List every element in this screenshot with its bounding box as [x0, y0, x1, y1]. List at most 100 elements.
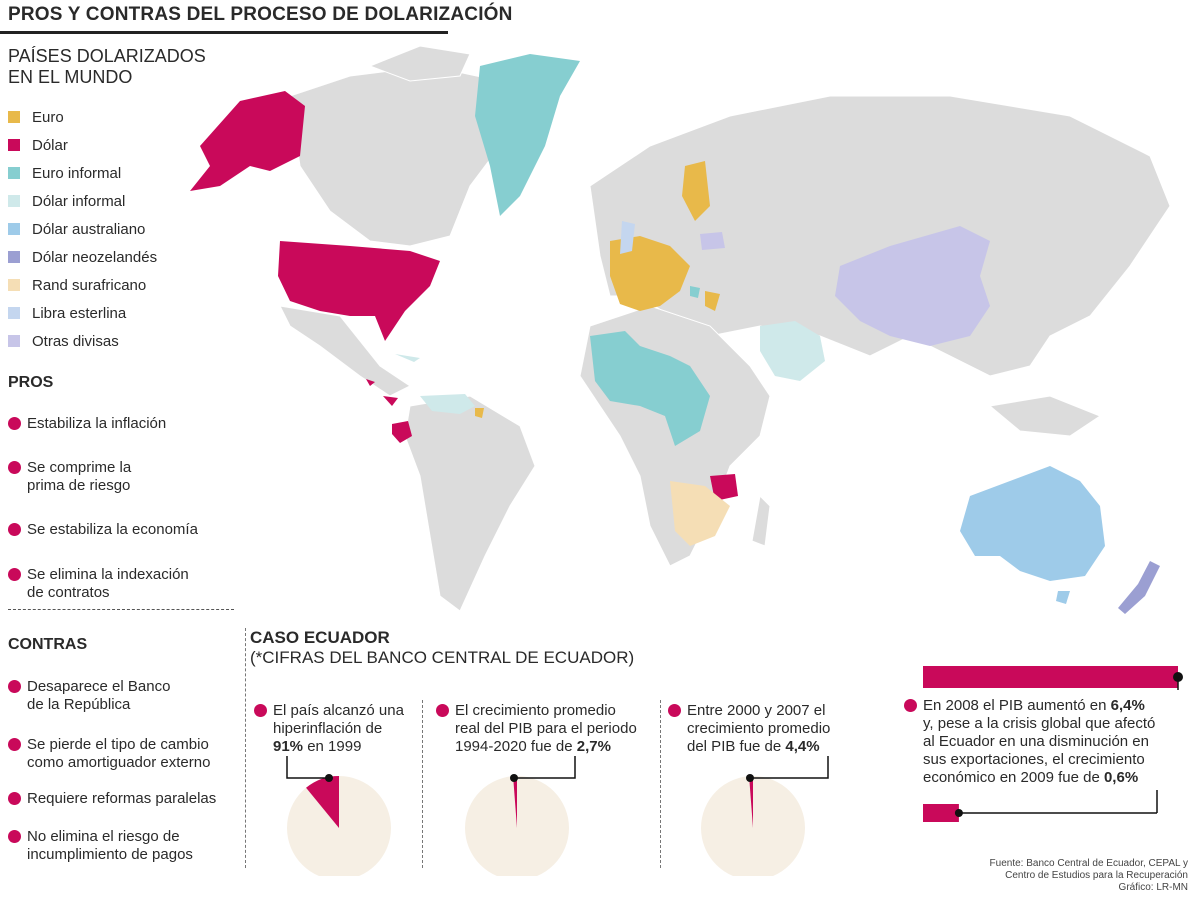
- map-ecuador: [392, 421, 412, 443]
- legend-item-rand: Rand surafricano: [8, 271, 157, 299]
- vertical-divider: [660, 700, 661, 868]
- land-base: [279, 45, 1171, 612]
- map-subtitle: PAÍSES DOLARIZADOS EN EL MUNDO: [8, 46, 248, 88]
- legend-swatch: [8, 223, 20, 235]
- pros-list: Estabiliza la inflación Se comprime la pr…: [8, 415, 248, 605]
- legend-item-dolar: Dólar: [8, 131, 157, 159]
- map-greece: [705, 291, 720, 311]
- legend-label: Euro: [32, 108, 64, 126]
- bullet-dot: [8, 738, 21, 751]
- bullet-dot: [904, 699, 917, 712]
- legend-swatch: [8, 195, 20, 207]
- contras-list: Desaparece el Banco de la República Se pi…: [8, 678, 248, 868]
- map-venezuela: [420, 394, 475, 414]
- map-arctic-islands: [368, 45, 471, 82]
- map-uk: [620, 221, 635, 254]
- bar-2009: [923, 804, 959, 822]
- world-map: [190, 45, 1171, 614]
- map-west-africa: [590, 331, 710, 446]
- map-caribbean: [395, 354, 420, 362]
- bullet-dot: [8, 792, 21, 805]
- legend-label: Rand surafricano: [32, 276, 147, 294]
- bullet-dot: [254, 704, 267, 717]
- legend-swatch: [8, 335, 20, 347]
- map-belarus: [700, 232, 725, 250]
- case-title: CASO ECUADOR: [250, 628, 390, 647]
- contras-heading: CONTRAS: [8, 636, 88, 653]
- pie-slice: [513, 776, 517, 828]
- map-arabia: [760, 321, 825, 381]
- pie-slice: [306, 776, 339, 828]
- map-balkans: [690, 286, 700, 298]
- legend-item-euro-informal: Euro informal: [8, 159, 157, 187]
- legend-item-libra: Libra esterlina: [8, 299, 157, 327]
- legend-item-otras: Otras divisas: [8, 327, 157, 355]
- legend-label: Dólar informal: [32, 192, 126, 210]
- bullet-dot: [8, 461, 21, 474]
- legend-swatch: [8, 279, 20, 291]
- map-salvador: [366, 379, 375, 386]
- stat-crecimiento-1994: El crecimiento promedio real del PIB par…: [436, 702, 661, 756]
- map-alaska: [190, 91, 305, 191]
- legend-item-dolar-informal: Dólar informal: [8, 187, 157, 215]
- source-note: Fuente: Banco Central de Ecuador, CEPAL …: [989, 858, 1188, 893]
- legend-swatch: [8, 307, 20, 319]
- pros-item: Se estabiliza la economía: [8, 521, 248, 539]
- legend-swatch: [8, 111, 20, 123]
- map-australia: [960, 466, 1105, 581]
- map-greenland: [475, 54, 580, 216]
- pie-slice: [749, 776, 753, 828]
- pib-bars: [923, 666, 1183, 822]
- bullet-dot: [8, 568, 21, 581]
- map-sea-islands: [988, 395, 1102, 437]
- bullet-dot: [8, 830, 21, 843]
- bullet-dot: [436, 704, 449, 717]
- contras-item: Requiere reformas paralelas: [8, 790, 248, 808]
- pros-item: Estabiliza la inflación: [8, 415, 248, 433]
- stat-hiperinflacion: El país alcanzó una hiperinflación de 91…: [254, 702, 424, 756]
- contras-item: No elimina el riesgo de incumplimiento de…: [8, 828, 248, 864]
- legend-label: Dólar australiano: [32, 220, 146, 238]
- map-subtitle-line1: PAÍSES DOLARIZADOS: [8, 46, 206, 66]
- map-usa: [278, 241, 440, 341]
- title-rule: [0, 31, 448, 34]
- legend-label: Euro informal: [32, 164, 122, 182]
- legend-swatch: [8, 167, 20, 179]
- legend-item-dolar-neozelandes: Dólar neozelandés: [8, 243, 157, 271]
- pie-leader: [286, 756, 329, 779]
- legend-swatch: [8, 251, 20, 263]
- map-legend: Euro Dólar Euro informal Dólar informal …: [8, 103, 157, 355]
- pros-heading: PROS: [8, 374, 54, 391]
- bullet-dot: [8, 680, 21, 693]
- legend-label: Dólar: [32, 136, 68, 154]
- bullet-dot: [8, 523, 21, 536]
- stat-crecimiento-2000: Entre 2000 y 2007 el crecimiento promedi…: [668, 702, 868, 756]
- section-divider: [8, 609, 234, 610]
- map-south-america: [404, 395, 536, 612]
- map-china: [835, 226, 990, 346]
- case-subtitle: (*CIFRAS DEL BANCO CENTRAL DE ECUADOR): [250, 648, 635, 667]
- legend-swatch: [8, 139, 20, 151]
- stat-pib-2008: En 2008 el PIB aumentó en 6,4% y, pese a…: [904, 697, 1194, 787]
- map-madagascar: [751, 494, 771, 547]
- contras-item: Se pierde el tipo de cambio como amortigu…: [8, 736, 248, 772]
- map-panama: [383, 396, 398, 406]
- map-mexico: [279, 305, 411, 397]
- vertical-divider: [422, 700, 423, 868]
- page-title: PROS Y CONTRAS DEL PROCESO DE DOLARIZACI…: [8, 4, 513, 25]
- legend-item-dolar-australiano: Dólar australiano: [8, 215, 157, 243]
- map-new-zealand: [1118, 561, 1160, 614]
- pie-leader: [750, 756, 829, 779]
- map-south-africa: [670, 481, 730, 546]
- bar-2008: [923, 666, 1178, 688]
- map-zimbabwe: [710, 474, 738, 501]
- legend-label: Otras divisas: [32, 332, 119, 350]
- pie-leader: [514, 756, 576, 779]
- legend-item-euro: Euro: [8, 103, 157, 131]
- map-euro-zone: [610, 236, 690, 311]
- legend-label: Dólar neozelandés: [32, 248, 158, 266]
- pros-item: Se elimina la indexación de contratos: [8, 566, 248, 602]
- map-tasmania: [1056, 591, 1070, 604]
- pros-item: Se comprime la prima de riesgo: [8, 459, 248, 495]
- vertical-divider: [245, 628, 246, 868]
